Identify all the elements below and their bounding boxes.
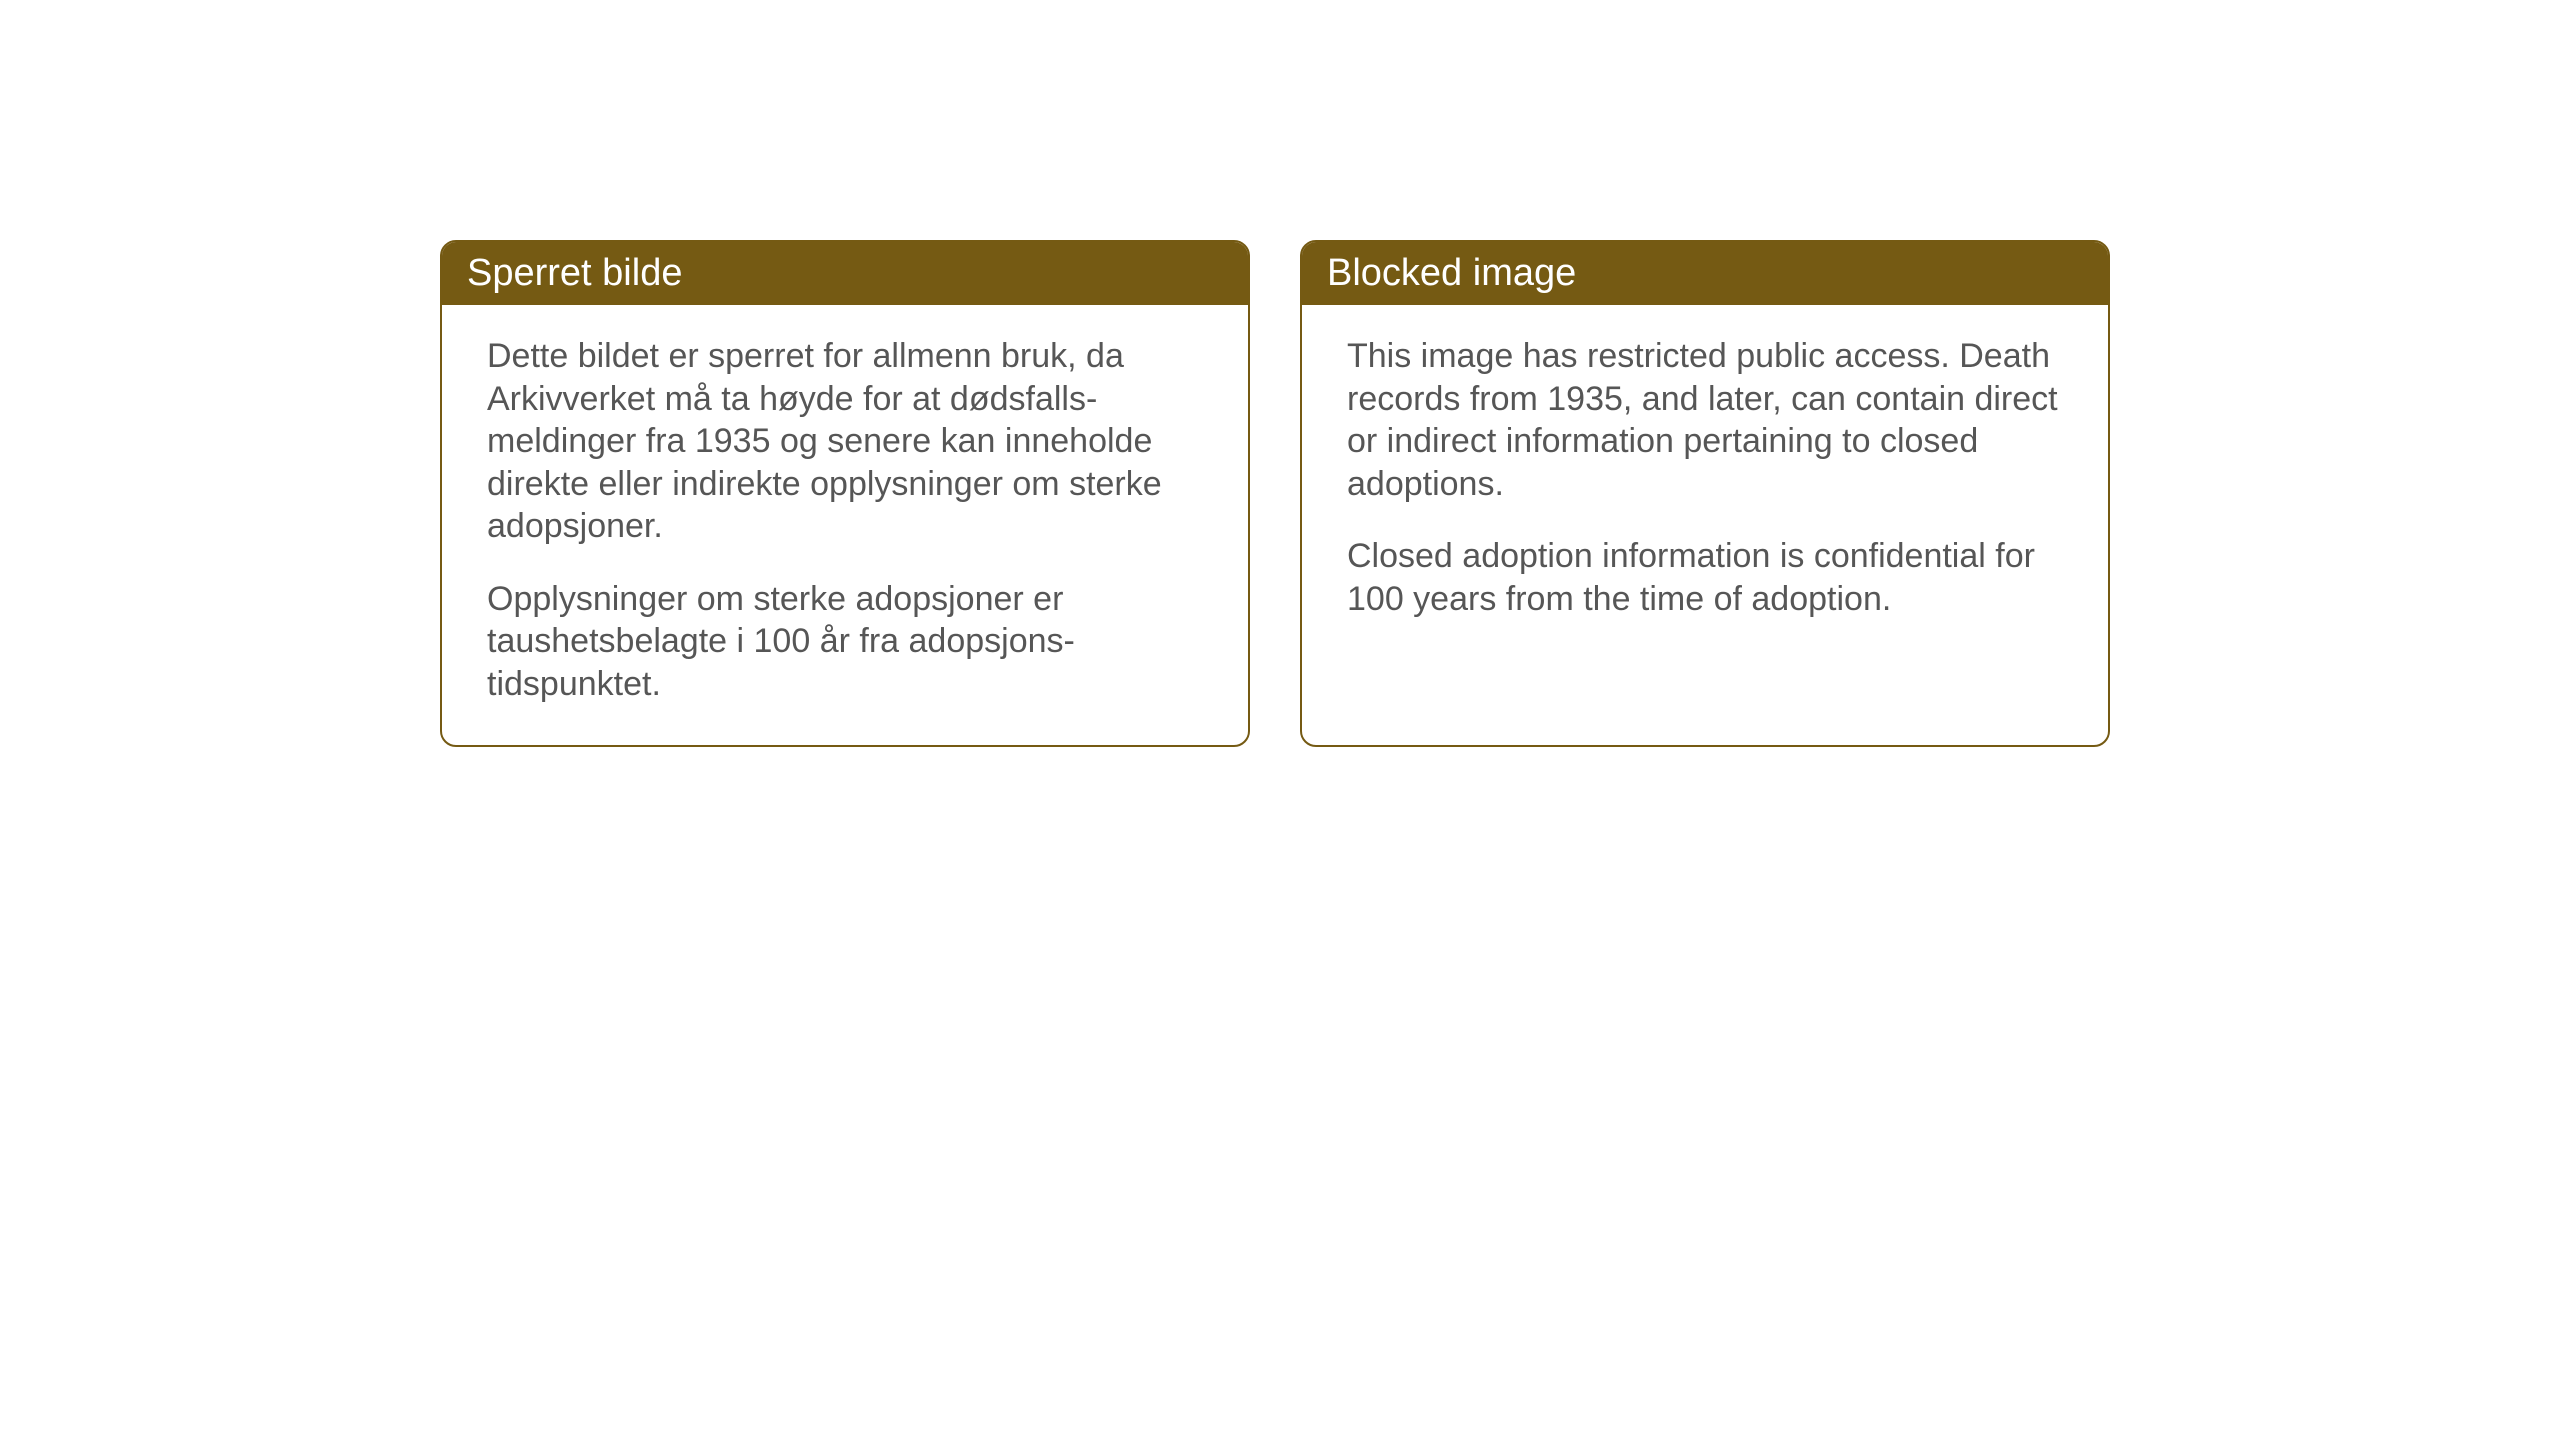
- norwegian-card-body: Dette bildet er sperret for allmenn bruk…: [442, 305, 1248, 745]
- norwegian-card: Sperret bilde Dette bildet er sperret fo…: [440, 240, 1250, 747]
- english-card-body: This image has restricted public access.…: [1302, 305, 2108, 660]
- norwegian-card-title: Sperret bilde: [442, 242, 1248, 305]
- english-paragraph-2: Closed adoption information is confident…: [1347, 535, 2063, 620]
- english-card: Blocked image This image has restricted …: [1300, 240, 2110, 747]
- cards-container: Sperret bilde Dette bildet er sperret fo…: [440, 240, 2110, 747]
- english-paragraph-1: This image has restricted public access.…: [1347, 335, 2063, 505]
- english-card-title: Blocked image: [1302, 242, 2108, 305]
- norwegian-paragraph-1: Dette bildet er sperret for allmenn bruk…: [487, 335, 1203, 548]
- norwegian-paragraph-2: Opplysninger om sterke adopsjoner er tau…: [487, 578, 1203, 706]
